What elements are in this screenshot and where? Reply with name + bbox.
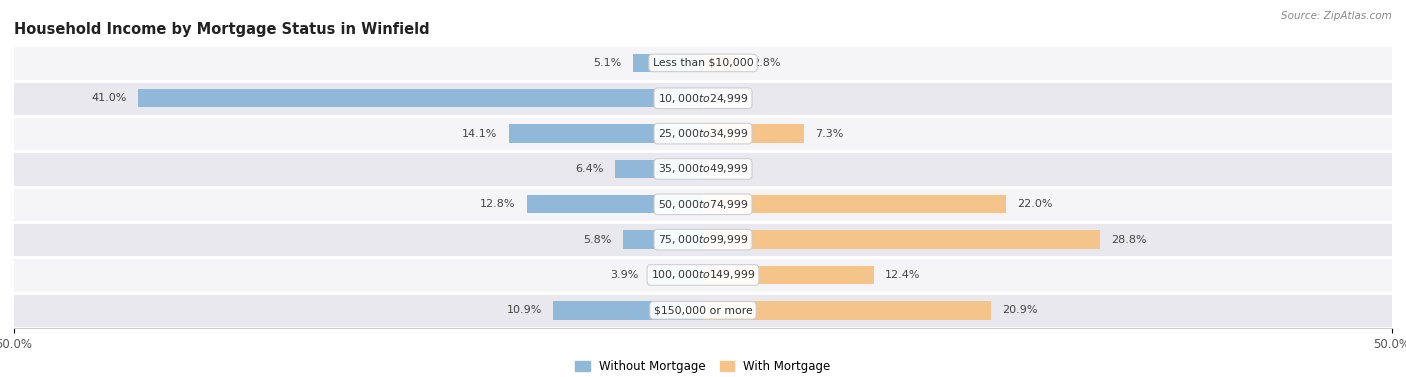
Text: $150,000 or more: $150,000 or more (654, 305, 752, 315)
Text: 12.8%: 12.8% (479, 199, 516, 209)
Text: Source: ZipAtlas.com: Source: ZipAtlas.com (1281, 11, 1392, 21)
Bar (14, 151, 1392, 187)
Bar (614, 160, 703, 178)
Bar (527, 195, 703, 213)
Legend: Without Mortgage, With Mortgage: Without Mortgage, With Mortgage (575, 360, 831, 373)
Text: Household Income by Mortgage Status in Winfield: Household Income by Mortgage Status in W… (14, 22, 430, 37)
Text: 5.1%: 5.1% (593, 58, 621, 68)
Text: 22.0%: 22.0% (1017, 199, 1053, 209)
Text: 3.9%: 3.9% (610, 270, 638, 280)
Bar (14, 81, 1392, 116)
Text: 0.0%: 0.0% (714, 93, 742, 103)
Text: $35,000 to $49,999: $35,000 to $49,999 (658, 162, 748, 175)
Text: 2.8%: 2.8% (752, 58, 782, 68)
Bar (703, 54, 741, 72)
Text: 10.9%: 10.9% (506, 305, 541, 315)
Text: 41.0%: 41.0% (91, 93, 127, 103)
Text: 5.8%: 5.8% (583, 234, 612, 245)
Bar (703, 301, 991, 320)
Text: 20.9%: 20.9% (1002, 305, 1038, 315)
Bar (650, 266, 703, 284)
Text: Less than $10,000: Less than $10,000 (652, 58, 754, 68)
Bar (623, 230, 703, 249)
Text: $50,000 to $74,999: $50,000 to $74,999 (658, 198, 748, 211)
Bar (14, 116, 1392, 151)
Text: $25,000 to $34,999: $25,000 to $34,999 (658, 127, 748, 140)
Text: 12.4%: 12.4% (884, 270, 921, 280)
Bar (553, 301, 703, 320)
Bar (14, 45, 1392, 81)
Bar (14, 187, 1392, 222)
Bar (633, 54, 703, 72)
Bar (703, 230, 1099, 249)
Text: $75,000 to $99,999: $75,000 to $99,999 (658, 233, 748, 246)
Text: 6.4%: 6.4% (575, 164, 603, 174)
Bar (14, 257, 1392, 293)
Text: 0.0%: 0.0% (714, 164, 742, 174)
Bar (138, 89, 703, 107)
Bar (14, 222, 1392, 257)
Bar (703, 124, 804, 143)
Text: $100,000 to $149,999: $100,000 to $149,999 (651, 268, 755, 282)
Bar (14, 293, 1392, 328)
Bar (703, 195, 1007, 213)
Bar (703, 266, 875, 284)
Text: 7.3%: 7.3% (814, 129, 844, 139)
Text: 14.1%: 14.1% (463, 129, 498, 139)
Bar (509, 124, 703, 143)
Text: $10,000 to $24,999: $10,000 to $24,999 (658, 92, 748, 105)
Text: 28.8%: 28.8% (1111, 234, 1146, 245)
